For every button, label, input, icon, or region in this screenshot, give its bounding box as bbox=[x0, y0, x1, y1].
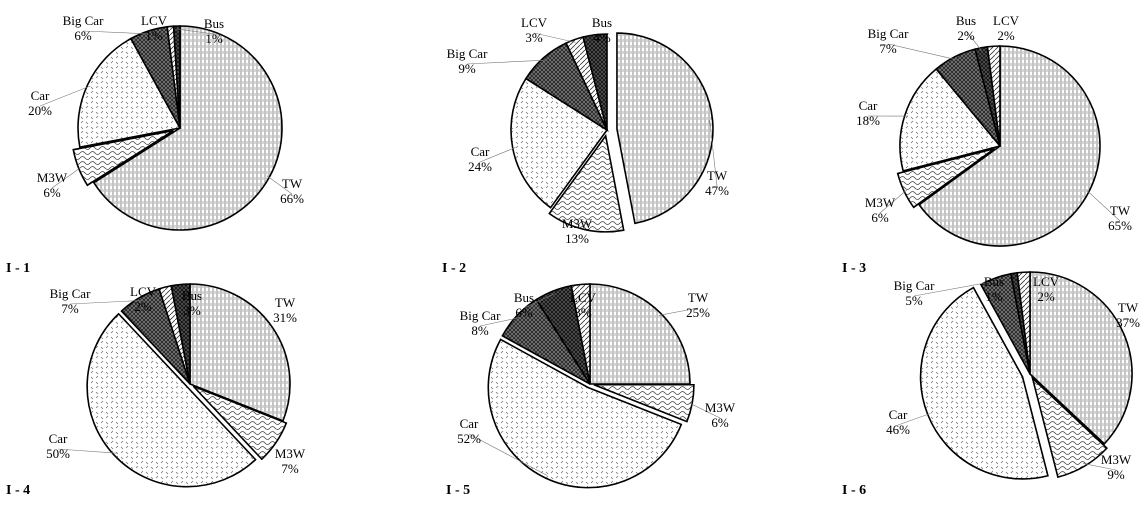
slice-category-label: LCV bbox=[141, 13, 168, 28]
slice-value-label: 24% bbox=[468, 159, 492, 174]
slice-value-label: 46% bbox=[886, 422, 910, 437]
slice-value-label: 13% bbox=[565, 231, 589, 246]
slice-category-label: Car bbox=[889, 407, 908, 422]
slice-value-label: 47% bbox=[705, 183, 729, 198]
slice-value-label: 7% bbox=[61, 301, 79, 316]
slice-value-label: 6% bbox=[515, 305, 533, 320]
panel-label: I - 5 bbox=[446, 483, 470, 498]
slice-category-label: M3W bbox=[1101, 452, 1132, 467]
slice-value-label: 52% bbox=[457, 431, 481, 446]
panel-label: I - 2 bbox=[442, 261, 466, 276]
slice-value-label: 1% bbox=[205, 31, 223, 46]
slice-category-label: TW bbox=[282, 176, 303, 191]
slice-value-label: 1% bbox=[985, 289, 1003, 304]
slice-value-label: 2% bbox=[1037, 289, 1055, 304]
slice-category-label: Big Car bbox=[868, 26, 909, 41]
slice-value-label: 2% bbox=[134, 299, 152, 314]
slice-value-label: 3% bbox=[183, 303, 201, 318]
slice-value-label: 8% bbox=[471, 323, 489, 338]
slice-category-label: Car bbox=[49, 431, 68, 446]
slice-category-label: Car bbox=[859, 98, 878, 113]
slice-value-label: 6% bbox=[871, 210, 889, 225]
slice-category-label: M3W bbox=[705, 400, 736, 415]
slice-category-label: TW bbox=[275, 295, 296, 310]
slice-value-label: 7% bbox=[281, 461, 299, 476]
slice-value-label: 37% bbox=[1116, 315, 1140, 330]
slice-category-label: TW bbox=[1110, 203, 1131, 218]
slice-category-label: Bus bbox=[514, 290, 534, 305]
slice-category-label: Bus bbox=[984, 274, 1004, 289]
slice-category-label: TW bbox=[1118, 300, 1139, 315]
slice-value-label: 66% bbox=[280, 191, 304, 206]
slice-category-label: Car bbox=[31, 88, 50, 103]
slice-category-label: Big Car bbox=[447, 46, 488, 61]
slice-value-label: 2% bbox=[957, 28, 975, 43]
slice-category-label: Big Car bbox=[460, 308, 501, 323]
slice-category-label: Bus bbox=[204, 16, 224, 31]
slice-category-label: M3W bbox=[275, 446, 306, 461]
slice-category-label: M3W bbox=[562, 216, 593, 231]
slice-category-label: LCV bbox=[1033, 274, 1060, 289]
slice-category-label: Bus bbox=[956, 13, 976, 28]
slice-category-label: M3W bbox=[865, 195, 896, 210]
slice-value-label: 65% bbox=[1108, 218, 1132, 233]
slice-category-label: Big Car bbox=[63, 13, 104, 28]
slice-category-label: Bus bbox=[592, 15, 612, 30]
slice-category-label: Big Car bbox=[50, 286, 91, 301]
panel-label: I - 1 bbox=[6, 261, 30, 276]
slice-value-label: 20% bbox=[28, 103, 52, 118]
slice-category-label: TW bbox=[707, 168, 728, 183]
slice-value-label: 25% bbox=[686, 305, 710, 320]
slice-value-label: 4% bbox=[593, 30, 611, 45]
slice-value-label: 3% bbox=[574, 305, 592, 320]
slice-value-label: 6% bbox=[74, 28, 92, 43]
panel-label: I - 6 bbox=[842, 483, 866, 498]
slice-value-label: 31% bbox=[273, 310, 297, 325]
slice-category-label: LCV bbox=[993, 13, 1020, 28]
slice-value-label: 6% bbox=[43, 185, 61, 200]
slice-value-label: 2% bbox=[997, 28, 1015, 43]
slice-category-label: TW bbox=[688, 290, 709, 305]
slice-category-label: Bus bbox=[182, 288, 202, 303]
slice-value-label: 7% bbox=[879, 41, 897, 56]
slice-value-label: 3% bbox=[525, 30, 543, 45]
slice-value-label: 9% bbox=[1107, 467, 1125, 482]
slice-value-label: 50% bbox=[46, 446, 70, 461]
slice-value-label: 6% bbox=[711, 415, 729, 430]
slice-category-label: Car bbox=[460, 416, 479, 431]
panel-label: I - 4 bbox=[6, 483, 30, 498]
slice-value-label: 18% bbox=[856, 113, 880, 128]
slice-category-label: Car bbox=[471, 144, 490, 159]
panel-label: I - 3 bbox=[842, 261, 866, 276]
slice-category-label: LCV bbox=[130, 284, 157, 299]
slice-category-label: M3W bbox=[37, 170, 68, 185]
slice-value-label: 5% bbox=[905, 293, 923, 308]
slice-category-label: Big Car bbox=[894, 278, 935, 293]
slice-category-label: LCV bbox=[570, 290, 597, 305]
slice-value-label: 1% bbox=[145, 28, 163, 43]
slice-value-label: 9% bbox=[458, 61, 476, 76]
slice-category-label: LCV bbox=[521, 15, 548, 30]
